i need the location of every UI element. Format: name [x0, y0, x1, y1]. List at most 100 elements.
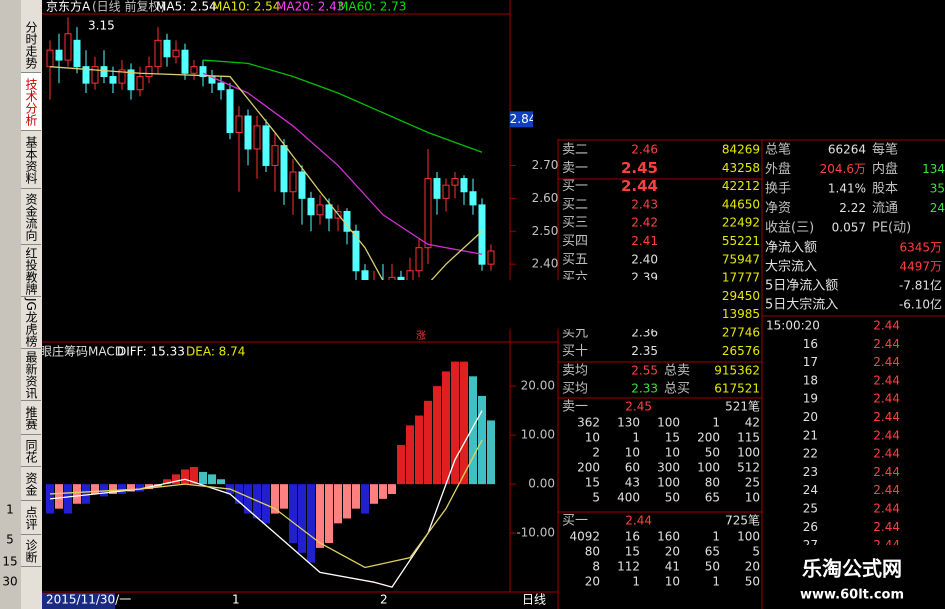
- macd-bar: [181, 469, 189, 485]
- candle-body: [460, 178, 468, 193]
- ma-label: MA5: 2.54: [156, 0, 217, 14]
- info-label: 总笔: [765, 142, 791, 158]
- macd-dea: DEA: 8.74: [186, 345, 245, 359]
- info-label: 流通: [872, 201, 898, 216]
- sidebar-tab[interactable]: 最新资讯: [21, 349, 41, 401]
- trade-price: 2.44: [873, 447, 900, 461]
- queue-cell: 20: [665, 545, 680, 559]
- sidebar-tab[interactable]: 红投教牌: [21, 245, 41, 297]
- trade-price: 2.44: [873, 465, 900, 479]
- book-volume: 75947: [722, 252, 760, 266]
- macd-bar: [55, 484, 63, 509]
- macd-bar: [64, 484, 72, 514]
- candle-body: [424, 178, 432, 249]
- book-price: 2.40: [631, 252, 658, 266]
- indicator-line: [49, 439, 483, 569]
- queue-cell: 20: [585, 575, 600, 589]
- indicator-line: [202, 59, 483, 153]
- info-label: 收益(三): [765, 221, 814, 236]
- macd-bar: [172, 474, 180, 485]
- queue-cell: 65: [705, 545, 720, 559]
- queue-cell: 41: [665, 560, 680, 574]
- trade-price: 2.44: [873, 483, 900, 497]
- sidebar-tab[interactable]: 推赛: [21, 401, 41, 435]
- macd-bar: [217, 479, 225, 485]
- candle-body: [163, 39, 171, 58]
- macd-bar: [361, 484, 369, 514]
- sidebar-tab[interactable]: 技术分析: [21, 73, 41, 131]
- y-tick-label: 10.00: [521, 428, 555, 442]
- mask: [533, 0, 945, 139]
- macd-bar: [451, 361, 459, 485]
- sidebar-tab[interactable]: 同花: [21, 435, 41, 467]
- tab-bar: [21, 0, 42, 609]
- queue-cell: 400: [617, 491, 640, 505]
- candle-body: [433, 178, 441, 199]
- trade-price: 2.44: [873, 319, 900, 333]
- macd-bar: [469, 376, 477, 485]
- period-button: 30: [2, 575, 17, 589]
- x-label: 1: [232, 593, 240, 607]
- period-label: 日线: [522, 593, 546, 607]
- book-price: 2.41: [631, 234, 658, 248]
- queue-cell: 16: [625, 530, 640, 544]
- sidebar-tab[interactable]: JG龙虎榜: [21, 297, 41, 349]
- sidebar-tab[interactable]: 点评: [21, 501, 41, 535]
- queue-cell: 65: [705, 491, 720, 505]
- book-label: 买十: [562, 344, 588, 359]
- candle-body: [127, 69, 135, 91]
- trade-price: 2.44: [873, 520, 900, 534]
- candle-body: [46, 49, 54, 68]
- candle-body: [307, 197, 315, 216]
- sidebar-tab[interactable]: 分时走势: [21, 18, 41, 73]
- queue-count: 725笔: [725, 513, 760, 528]
- queue-cell: 100: [737, 446, 760, 460]
- ma-label: MA10: 2.54: [212, 0, 280, 14]
- queue-cell: 42: [745, 416, 760, 430]
- book-volume: 17777: [722, 271, 760, 285]
- candle-body: [469, 191, 477, 206]
- info-value: 35: [930, 182, 945, 196]
- flow-value: -6.10亿: [899, 297, 942, 312]
- candle-body: [172, 49, 180, 58]
- candle-body: [226, 89, 234, 134]
- trade-price: 2.44: [873, 373, 900, 387]
- macd-bar: [262, 484, 270, 524]
- macd-bar: [190, 467, 198, 485]
- queue-cell: 115: [737, 431, 760, 445]
- sidebar-tab[interactable]: 资金: [21, 467, 41, 501]
- macd-bar: [280, 484, 288, 509]
- queue-cell: 300: [657, 461, 680, 475]
- info-label: 股本: [872, 182, 898, 197]
- macd-diff: DIFF: 15.33: [117, 345, 185, 359]
- queue-cell: 100: [697, 461, 720, 475]
- queue-label: 买一: [562, 514, 588, 529]
- trade-time: 26: [803, 520, 818, 534]
- queue-cell: 50: [705, 560, 720, 574]
- sidebar-tab[interactable]: 基本资料: [21, 131, 41, 189]
- candle-body: [415, 247, 423, 272]
- queue-cell: 80: [705, 476, 720, 490]
- queue-cell: 100: [657, 476, 680, 490]
- macd-bar: [82, 484, 90, 504]
- candle-body: [136, 76, 144, 91]
- macd-bar: [433, 386, 441, 485]
- flow-value: 6345万: [899, 241, 942, 255]
- info-value: 2.22: [839, 201, 866, 215]
- book-volume: 13985: [722, 307, 760, 321]
- queue-cell: 130: [617, 416, 640, 430]
- trade-price: 2.44: [873, 502, 900, 516]
- info-value: 204.6万: [820, 162, 866, 176]
- queue-cell: 10: [625, 446, 640, 460]
- sidebar-tab[interactable]: 诊断: [21, 535, 41, 567]
- queue-cell: 4092: [569, 530, 600, 544]
- x-label: 2: [380, 593, 388, 607]
- book-volume: 27746: [722, 326, 760, 340]
- high-label: 3.15: [88, 19, 115, 33]
- candle-body: [91, 66, 99, 84]
- book-label: 买一: [562, 179, 588, 194]
- trade-time: 22: [803, 447, 818, 461]
- sidebar-tab[interactable]: 资金流向: [21, 189, 41, 245]
- candle-body: [280, 145, 288, 193]
